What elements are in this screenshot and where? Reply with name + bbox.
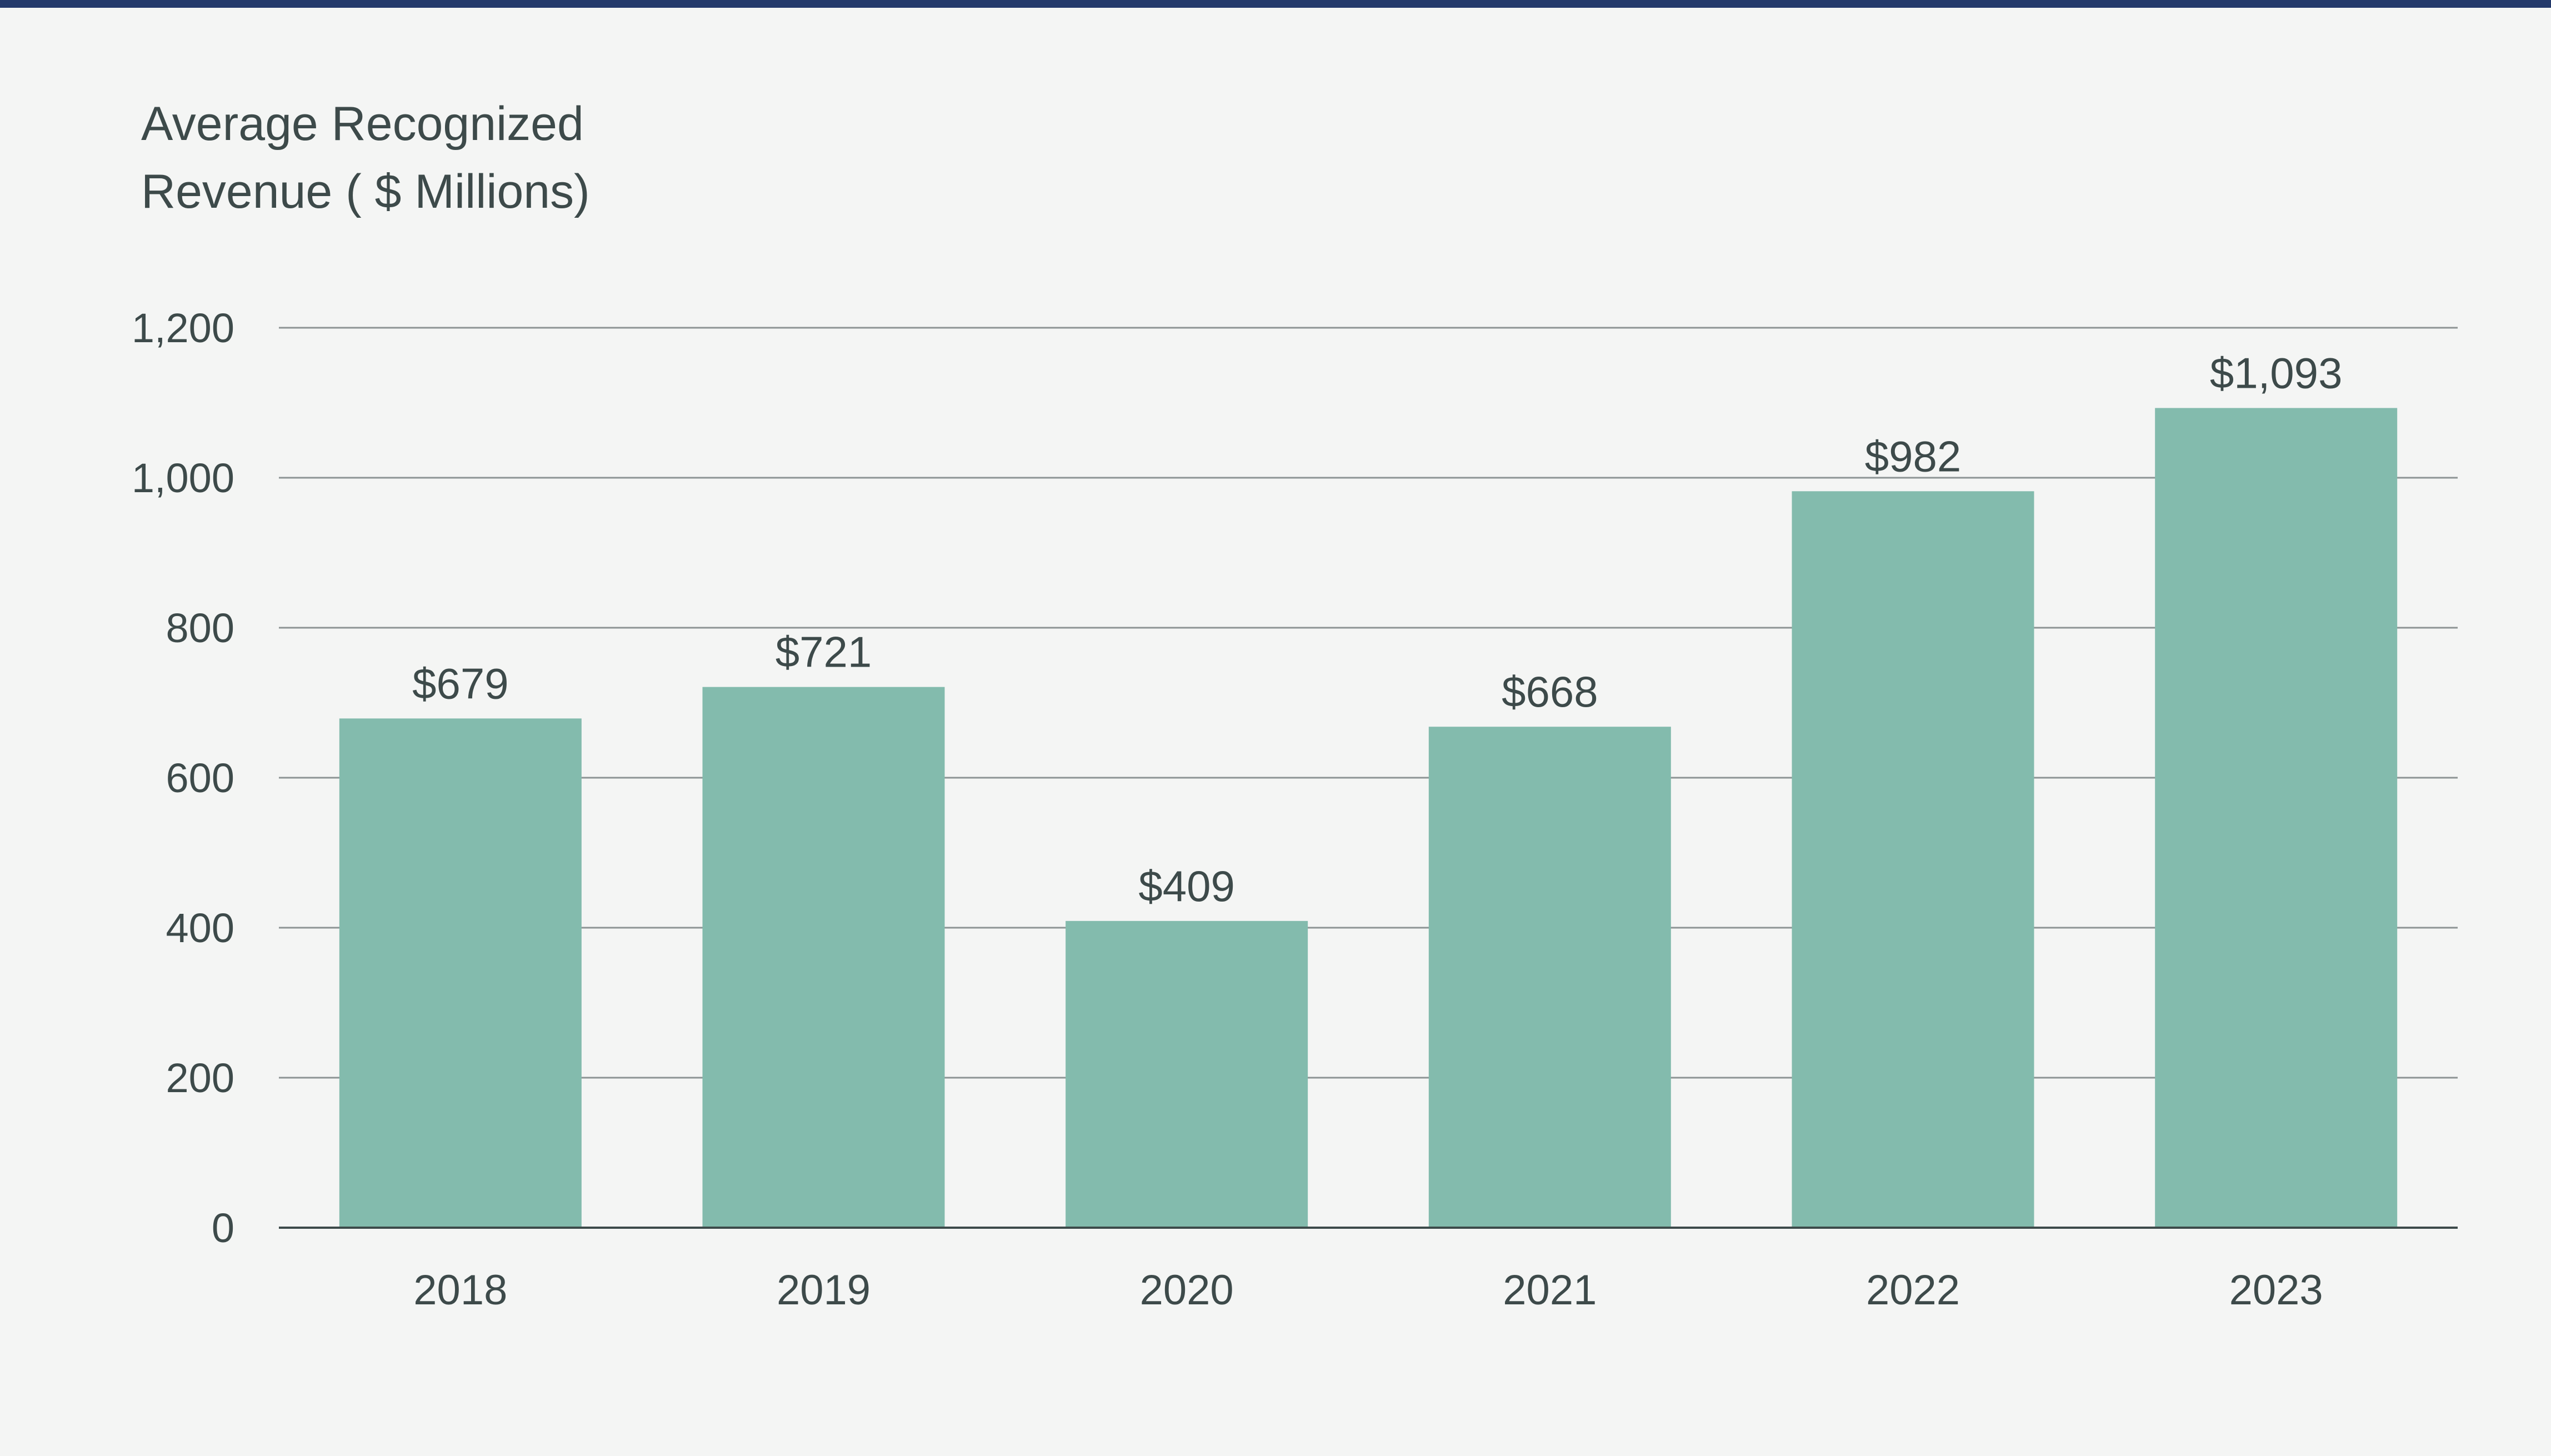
- data-label: $679: [412, 659, 509, 708]
- data-label: $668: [1502, 667, 1598, 716]
- x-tick-label: 2018: [413, 1267, 507, 1314]
- y-tick-label: 800: [166, 605, 234, 651]
- y-tick-label: 600: [166, 755, 234, 801]
- x-tick-label: 2022: [1866, 1267, 1960, 1314]
- bar: [1066, 920, 1308, 1228]
- x-tick-label: 2019: [777, 1267, 871, 1314]
- data-label: $1,093: [2210, 348, 2343, 397]
- chart-title: Average Recognized Revenue ( $ Millions): [141, 97, 590, 218]
- y-tick-label: 400: [166, 905, 234, 951]
- data-label: $982: [1865, 432, 1962, 481]
- y-tick-label: 200: [166, 1055, 234, 1101]
- bar: [702, 687, 945, 1228]
- bars: [339, 408, 2398, 1228]
- data-label: $409: [1138, 862, 1235, 910]
- x-tick-label: 2021: [1503, 1267, 1597, 1314]
- data-label: $721: [776, 628, 872, 677]
- top-rule: [0, 0, 2551, 8]
- bar: [1428, 727, 1671, 1228]
- x-tick-label: 2020: [1140, 1267, 1234, 1314]
- y-tick-label: 0: [212, 1205, 234, 1251]
- gridlines: [279, 327, 2458, 1079]
- y-tick-label: 1,200: [132, 305, 234, 351]
- bar: [1792, 491, 2034, 1228]
- labels: 0 200 400 600 800 1,000 1,200 $679 2018 $721 2019 $…: [132, 305, 2343, 1314]
- bar: [339, 718, 582, 1228]
- x-tick-label: 2023: [2229, 1267, 2323, 1314]
- bar: [2155, 408, 2398, 1228]
- y-tick-label: 1,000: [132, 455, 234, 501]
